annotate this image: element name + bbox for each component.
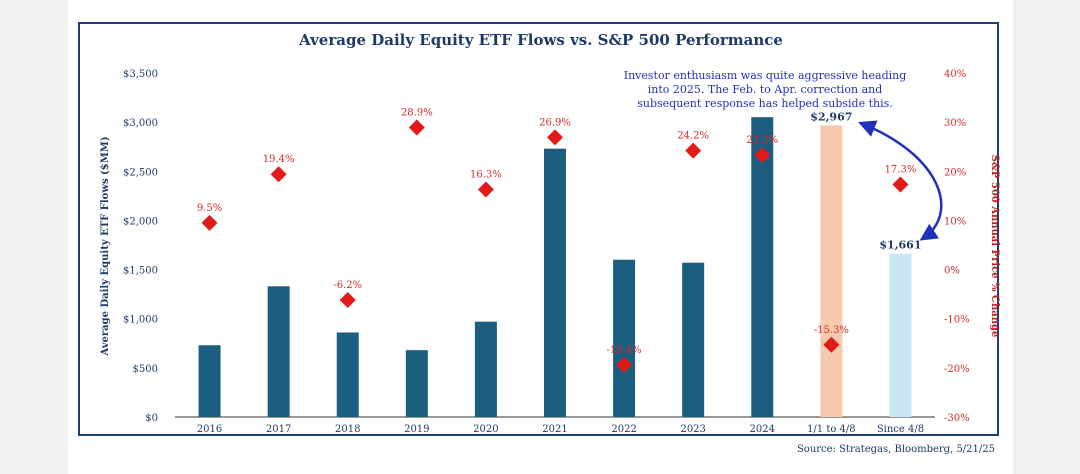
source-note: Source: Strategas, Bloomberg, 5/21/25 [797, 444, 995, 455]
sp500-point-label: 28.9% [401, 108, 433, 119]
y2-tick-label: -30% [944, 413, 970, 424]
sp500-point [547, 129, 563, 146]
x-tick-label: 2016 [197, 424, 222, 435]
annotation-line: subsequent response has helped subside t… [637, 97, 893, 110]
sp500-point [339, 292, 356, 309]
bar [405, 350, 428, 417]
x-tick-label: 2020 [473, 424, 498, 435]
x-tick-label: 2024 [750, 424, 775, 435]
sp500-point-label: 24.2% [677, 131, 709, 142]
y2-tick-label: 20% [944, 167, 966, 178]
y-tick-label: $1,500 [123, 266, 158, 277]
sp500-point-label: 16.3% [470, 169, 502, 180]
sp500-point-label: -15.3% [814, 325, 849, 336]
sp500-point-label: 26.9% [539, 117, 571, 128]
chart-frame [78, 22, 999, 436]
sp500-point-label: 23.3% [746, 135, 778, 146]
y2-tick-label: -20% [944, 364, 970, 375]
sp500-point [892, 176, 909, 193]
y2-axis-title: S&P 500 Annual Price % Change [989, 155, 1000, 338]
x-tick-label: 2023 [680, 424, 705, 435]
y2-tick-label: 10% [944, 216, 966, 227]
sp500-point-label: -19.4% [607, 345, 642, 356]
x-tick-label: 2017 [266, 424, 291, 435]
bar [474, 321, 497, 417]
sp500-point [201, 214, 218, 231]
sp500-point [823, 336, 840, 353]
annotation-line: Investor enthusiasm was quite aggressive… [624, 69, 907, 82]
bars: $2,967 $1,661 [198, 110, 922, 417]
y-tick-label: $500 [133, 364, 158, 375]
y-tick-label: $1,000 [123, 315, 158, 326]
x-tick-label: 2018 [335, 424, 360, 435]
sp500-point-label: 9.5% [197, 203, 222, 214]
bar [820, 125, 843, 417]
sp500-point-label: 17.3% [885, 165, 917, 176]
y-axis-title: Average Daily Equity ETF Flows ($MM) [100, 136, 111, 356]
bar [613, 259, 636, 417]
bar [336, 332, 359, 417]
chart-title: Average Daily Equity ETF Flows vs. S&P 5… [298, 31, 783, 49]
y-tick-label: $2,500 [123, 167, 158, 178]
sp500-point [754, 147, 771, 164]
y-tick-label: $0 [145, 413, 158, 424]
x-tick-label: 2022 [611, 424, 636, 435]
sp500-point [685, 142, 702, 159]
y2-tick-label: 40% [944, 69, 966, 80]
y-tick-label: $3,000 [123, 118, 158, 129]
annotation-arrow [858, 120, 943, 241]
y-tick-label: $3,500 [123, 69, 158, 80]
x-tick-label: 2019 [404, 424, 429, 435]
bar-value-label: $1,661 [879, 239, 921, 252]
sp500-point-label: 19.4% [263, 154, 295, 165]
y-tick-label: $2,000 [123, 216, 158, 227]
bar [544, 148, 566, 417]
sp500-point [408, 119, 425, 136]
bar [889, 253, 912, 417]
bar [751, 117, 774, 417]
sp500-point [616, 356, 633, 373]
bar [267, 286, 290, 417]
sp500-point-label: -6.2% [333, 280, 362, 291]
bar [682, 262, 705, 417]
y2-tick-label: 30% [944, 118, 966, 129]
axes: $0 $500 $1,000 $1,500 $2,000 $2,500 $3,000 $3,5… [123, 69, 970, 435]
x-tick-label: Since 4/8 [877, 424, 924, 435]
sp500-point [477, 181, 494, 198]
bar-value-label: $2,967 [810, 110, 852, 123]
annotation: Investor enthusiasm was quite aggressive… [624, 69, 943, 241]
y2-tick-label: -10% [944, 315, 970, 326]
sp500-point [270, 166, 287, 183]
y2-tick-label: 0% [944, 266, 960, 277]
bar [198, 345, 221, 417]
annotation-line: into 2025. The Feb. to Apr. correction a… [648, 83, 883, 96]
x-tick-label: 1/1 to 4/8 [807, 424, 856, 435]
x-tick-label: 2021 [542, 424, 567, 435]
